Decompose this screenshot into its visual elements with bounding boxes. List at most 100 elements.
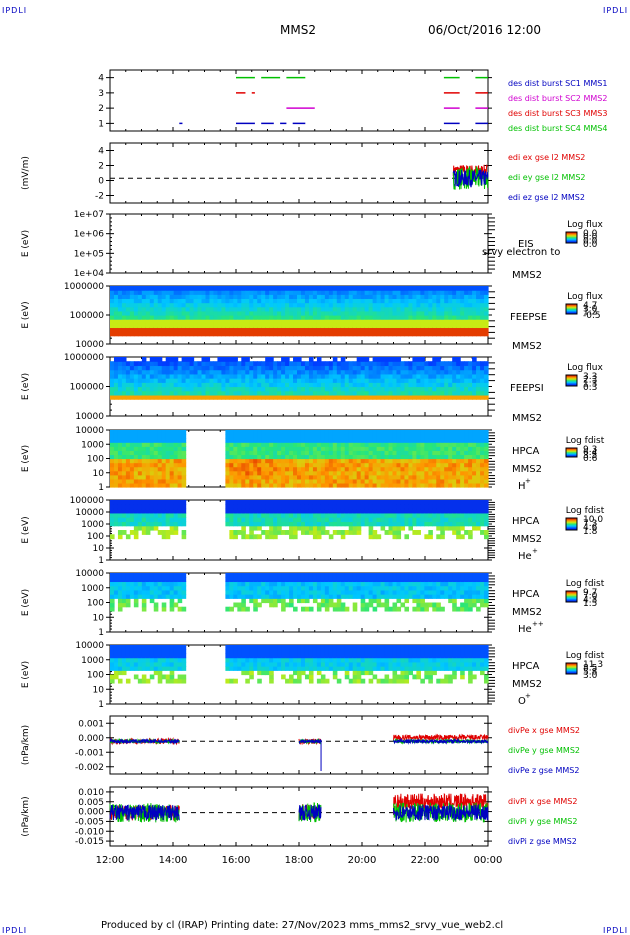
spectrogram-cell [353,361,358,366]
spectrogram-cell [209,290,214,295]
spectrogram-cell [365,479,370,484]
spectrogram-cell [480,521,485,526]
spectrogram-cell [237,479,242,484]
spectrogram-cell [273,438,278,443]
spectrogram-cell [460,479,465,484]
spectrogram-cell [257,509,262,514]
spectrogram-cell [305,391,310,396]
spectrogram-cell [245,434,250,439]
spectrogram-cell [257,446,262,451]
spectrogram-cell [205,294,210,299]
spectrogram-cell [333,521,338,526]
spectrogram-cell [154,573,159,578]
spectrogram-cell [428,442,433,447]
spectrogram-cell [297,471,302,476]
spectrogram-cell [297,517,302,522]
spectrogram-cell [114,378,119,383]
y-tick-label: 10000 [75,426,104,436]
spectrogram-cell [369,307,374,312]
spectrogram-cell [269,573,274,578]
spectrogram-cell [277,504,282,509]
spectrogram-cell [341,286,346,291]
spectrogram-cell [464,290,469,295]
spectrogram-cell [217,332,222,337]
spectrogram-cell [114,504,119,509]
spectrogram-cell [329,450,334,455]
spectrogram-cell [213,327,218,332]
spectrogram-cell [166,303,171,308]
spectrogram-cell [456,332,461,337]
spectrogram-cell [337,303,342,308]
spectrogram-cell [138,450,143,455]
spectrogram-cell [130,577,135,582]
spectrogram-cell [261,530,266,535]
spectrogram-cell [353,315,358,320]
spectrogram-cell [412,290,417,295]
spectrogram-cell [265,463,270,468]
spectrogram-cell [269,475,274,480]
spectrogram-cell [440,323,445,328]
spectrogram-cell [241,450,246,455]
spectrogram-cell [412,509,417,514]
spectrogram-cell [428,387,433,392]
spectrogram-cell [245,479,250,484]
spectrogram-cell [468,513,473,518]
spectrogram-cell [400,500,405,505]
spectrogram-cell [182,513,187,518]
spectrogram-cell [241,319,246,324]
spectrogram-cell [448,471,453,476]
spectrogram-cell [209,294,214,299]
spectrogram-cell [114,467,119,472]
spectrogram-cell [385,446,390,451]
spectrogram-cell [257,370,262,375]
spectrogram-cell [333,327,338,332]
spectrogram-cell [400,446,405,451]
spectrogram-cell [150,319,155,324]
spectrogram-cell [436,319,441,324]
spectrogram-cell [472,450,477,455]
spectrogram-cell [393,332,398,337]
spectrogram-cell [202,315,207,320]
spectrogram-cell [436,311,441,316]
spectrogram-cell [265,586,270,591]
spectrogram-cell [317,332,322,337]
spectrogram-cell [317,479,322,484]
spectrogram-cell [142,327,147,332]
spectrogram-cell [118,577,123,582]
spectrogram-cell [393,454,398,459]
spectrogram-cell [321,365,326,370]
spectrogram-cell [313,303,318,308]
spectrogram-cell [277,434,282,439]
spectrogram-cell [126,475,131,480]
spectrogram-cell [182,454,187,459]
spectrogram-cell [142,513,147,518]
spectrogram-cell [293,378,298,383]
spectrogram-cell [209,387,214,392]
spectrogram-cell [309,370,314,375]
spectrogram-cell [134,290,139,295]
spectrogram-cell [400,475,405,480]
spectrogram-cell [122,438,127,443]
y-tick-label: 100000 [70,311,105,321]
spectrogram-cell [341,467,346,472]
spectrogram-cell [158,319,163,324]
spectrogram-cell [428,361,433,366]
spectrogram-cell [130,471,135,476]
spectrogram-cell [241,434,246,439]
spectrogram-cell [253,479,258,484]
spectrogram-cell [301,374,306,379]
spectrogram-cell [118,594,123,599]
spectrogram-cell [396,391,401,396]
spectrogram-cell [393,294,398,299]
spectrogram-cell [178,434,183,439]
spectrogram-cell [249,463,254,468]
y-tick-label: 10000 [75,569,104,579]
spectrogram-cell [464,370,469,375]
spectrogram-cell [114,294,119,299]
spectrogram-cell [118,430,123,435]
spectrogram-cell [285,434,290,439]
y-tick-label: 2 [98,162,104,172]
spectrogram-cell [452,434,457,439]
spectrogram-cell [373,509,378,514]
spectrogram-cell [178,463,183,468]
